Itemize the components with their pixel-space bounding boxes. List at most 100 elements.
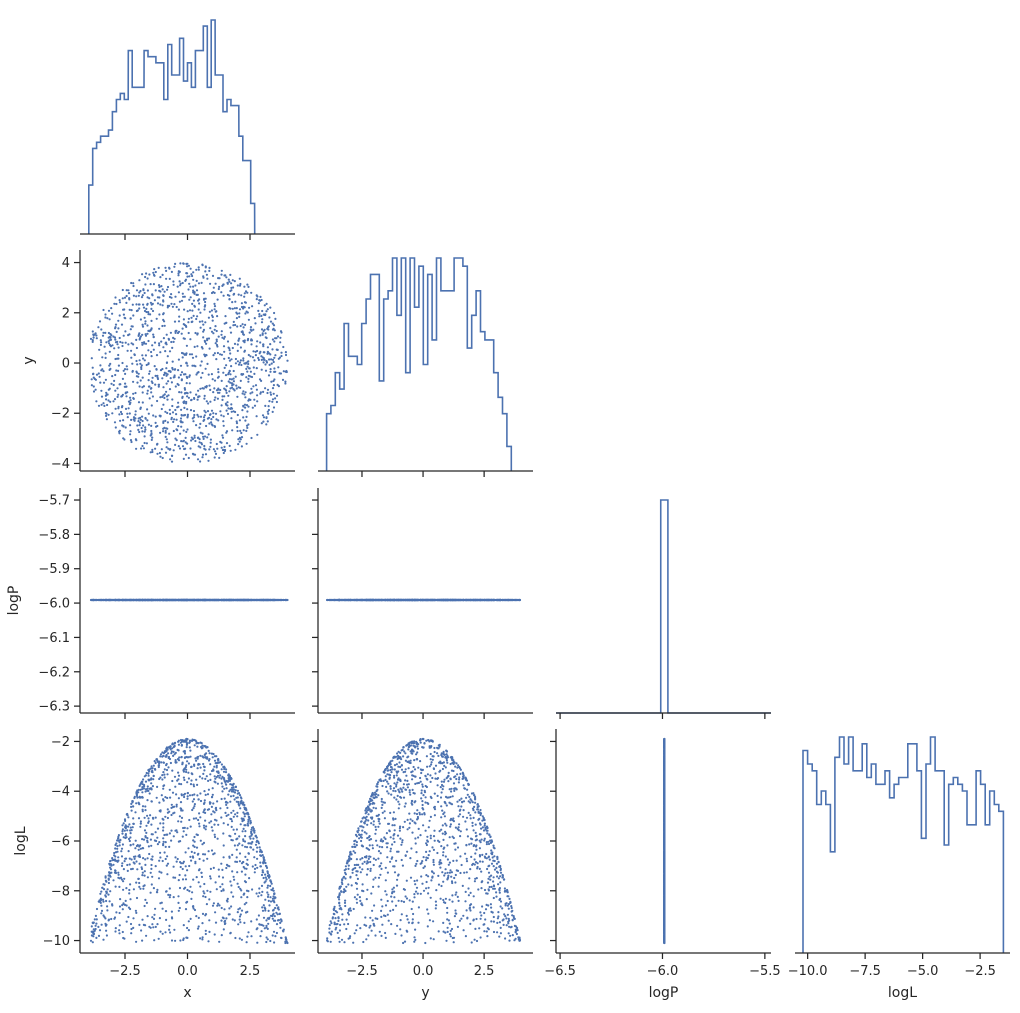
scatter-point [89, 939, 93, 942]
scatter-point [227, 394, 230, 397]
scatter-point [218, 285, 221, 288]
scatter-point [142, 357, 145, 360]
scatter-point [221, 436, 225, 439]
scatter-point [338, 598, 341, 602]
scatter-point [192, 314, 195, 317]
scatter-point [132, 284, 135, 288]
scatter-point [222, 345, 226, 348]
scatter-point [228, 359, 231, 362]
scatter-point [282, 598, 285, 602]
scatter-point [239, 429, 242, 432]
scatter-point [236, 429, 239, 433]
scatter-point [269, 306, 272, 309]
scatter-point [381, 598, 384, 602]
scatter-point [240, 373, 243, 376]
scatter-point [253, 871, 256, 874]
scatter-point [182, 262, 185, 265]
scatter-point [141, 415, 144, 418]
scatter-point [197, 445, 200, 448]
scatter-point [184, 324, 187, 327]
scatter-point [181, 396, 184, 399]
scatter-point [191, 417, 194, 420]
scatter-point [227, 793, 230, 796]
scatter-point [219, 807, 222, 810]
scatter-point [151, 344, 154, 347]
scatter-point [118, 429, 121, 432]
scatter-point [199, 431, 202, 434]
scatter-point [205, 342, 208, 345]
scatter-point [271, 387, 275, 390]
scatter-point [259, 341, 262, 344]
scatter-point [214, 881, 217, 884]
scatter-point [165, 390, 168, 393]
panel-logP-hist [556, 499, 771, 719]
scatter-point [112, 879, 115, 882]
scatter-point [435, 598, 438, 602]
scatter-point [157, 383, 161, 386]
scatter-point [269, 939, 272, 943]
scatter-point [178, 315, 181, 318]
scatter-point [220, 441, 223, 444]
scatter-point [253, 404, 257, 407]
scatter-point [182, 439, 185, 442]
scatter-point [261, 309, 264, 313]
scatter-point [170, 293, 173, 296]
scatter-point [199, 387, 202, 390]
scatter-point [112, 400, 115, 403]
scatter-point [125, 395, 128, 398]
scatter-point [147, 339, 150, 343]
scatter-point [161, 456, 164, 460]
scatter-point [162, 337, 165, 340]
scatter-point [122, 419, 125, 422]
scatter-point [149, 451, 152, 454]
scatter-point [114, 323, 118, 326]
scatter-point [202, 598, 205, 602]
scatter-point [223, 366, 226, 369]
scatter-point [166, 441, 169, 444]
scatter-point [193, 835, 196, 839]
scatter-point [104, 313, 107, 316]
scatter-point [208, 310, 211, 313]
scatter-point [193, 305, 196, 308]
scatter-point [121, 344, 124, 348]
scatter-point [177, 425, 180, 428]
scatter-point [270, 358, 273, 361]
scatter-point [109, 400, 112, 403]
scatter-point [172, 449, 175, 452]
scatter-point [270, 362, 273, 365]
scatter-point [165, 277, 168, 280]
scatter-point [262, 361, 265, 364]
scatter-point [146, 303, 149, 306]
scatter-point [269, 353, 272, 356]
scatter-point [220, 446, 223, 449]
scatter-point [232, 410, 235, 413]
scatter-point [225, 385, 228, 388]
scatter-point [236, 413, 239, 417]
scatter-point [230, 417, 233, 420]
scatter-point [255, 298, 258, 301]
scatter-point [238, 419, 241, 422]
scatter-point [255, 345, 258, 348]
scatter-point [94, 924, 97, 927]
scatter-point [204, 265, 207, 268]
scatter-point [177, 308, 180, 311]
scatter-point [271, 400, 274, 403]
scatter-point [183, 406, 186, 409]
scatter-point [130, 349, 133, 352]
scatter-point [203, 892, 206, 895]
scatter-point [240, 431, 243, 435]
scatter-point [134, 438, 137, 441]
scatter-point [123, 877, 126, 880]
scatter-point [275, 400, 278, 404]
scatter-point [199, 364, 202, 367]
scatter-point [113, 347, 116, 350]
scatter-point [220, 333, 223, 336]
scatter-point [242, 339, 245, 343]
scatter-point [239, 359, 242, 362]
scatter-point [226, 412, 230, 415]
scatter-point [89, 337, 93, 340]
scatter-point [223, 350, 226, 353]
scatter-point [131, 370, 134, 373]
scatter-point [506, 598, 509, 602]
scatter-point [256, 394, 259, 397]
